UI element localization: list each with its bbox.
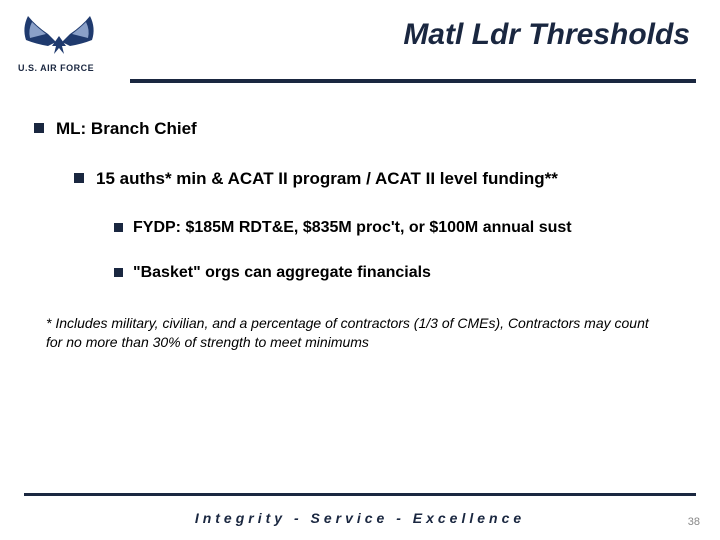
header: U.S. AIR FORCE Matl Ldr Thresholds — [0, 0, 720, 73]
bullet-square-icon — [34, 123, 44, 133]
footnote: * Includes military, civilian, and a per… — [46, 314, 664, 352]
bullet-square-icon — [114, 268, 123, 277]
bullet-square-icon — [114, 223, 123, 232]
content-area: ML: Branch Chief 15 auths* min & ACAT II… — [0, 83, 720, 352]
bullet-level-3: FYDP: $185M RDT&E, $835M proc't, or $100… — [114, 218, 692, 239]
footer-motto: Integrity - Service - Excellence — [0, 510, 720, 526]
bullet-text: ML: Branch Chief — [56, 118, 197, 140]
airforce-logo-icon — [20, 8, 98, 56]
org-name: U.S. AIR FORCE — [18, 63, 130, 73]
bullet-level-1: ML: Branch Chief — [34, 118, 692, 140]
bullet-square-icon — [74, 173, 84, 183]
logo-area: U.S. AIR FORCE — [0, 8, 130, 73]
footer-divider — [24, 493, 696, 496]
bullet-level-2: 15 auths* min & ACAT II program / ACAT I… — [74, 168, 692, 190]
bullet-text: 15 auths* min & ACAT II program / ACAT I… — [96, 168, 558, 190]
page-title: Matl Ldr Thresholds — [130, 8, 720, 52]
bullet-level-3: "Basket" orgs can aggregate financials — [114, 263, 692, 284]
bullet-text: FYDP: $185M RDT&E, $835M proc't, or $100… — [133, 218, 572, 239]
page-number: 38 — [688, 516, 700, 528]
bullet-text: "Basket" orgs can aggregate financials — [133, 263, 431, 284]
